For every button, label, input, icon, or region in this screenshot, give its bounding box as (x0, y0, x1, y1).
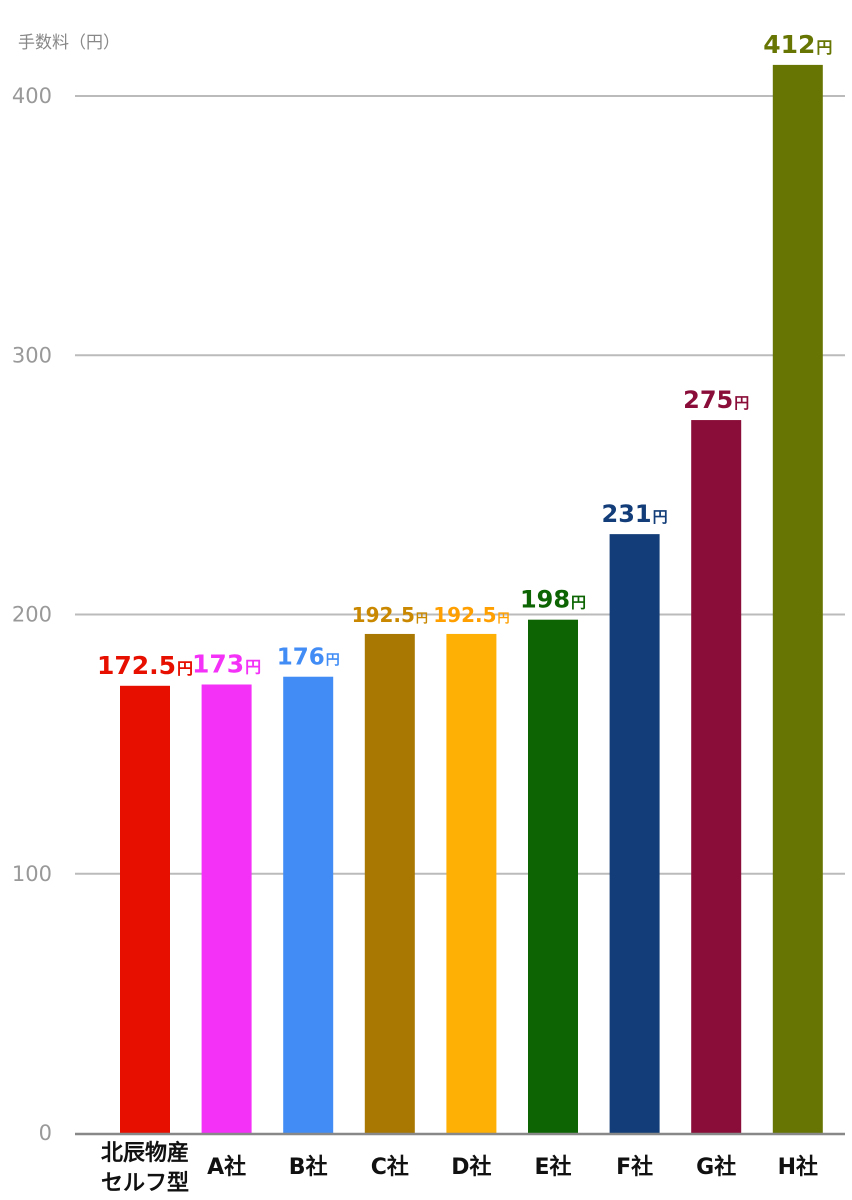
y-tick-label: 300 (12, 343, 52, 367)
category-label: F社 (616, 1154, 653, 1180)
data-label: 192.5円 (433, 603, 509, 627)
category-label: B社 (289, 1154, 328, 1180)
bar (528, 619, 578, 1133)
category-label: セルフ型 (101, 1171, 189, 1196)
bar (691, 420, 742, 1133)
category-label: E社 (534, 1154, 571, 1180)
category-label: G社 (696, 1154, 736, 1180)
bar (201, 684, 252, 1133)
category-label: 北辰物産 (101, 1140, 189, 1166)
y-tick-label: 400 (12, 84, 52, 108)
y-tick-label: 100 (12, 862, 52, 886)
data-label: 231円 (602, 500, 668, 528)
category-label: C社 (371, 1154, 409, 1180)
bars (120, 64, 823, 1133)
category-label: A社 (207, 1154, 246, 1180)
data-label: 192.5円 (352, 603, 428, 627)
data-label: 176円 (277, 645, 340, 671)
bar (609, 534, 660, 1133)
data-label: 172.5円 (97, 651, 193, 680)
bar (364, 633, 415, 1133)
y-tick-labels: 0 100 200 300 400 (12, 84, 52, 1145)
data-label: 173円 (192, 649, 261, 678)
category-label: D社 (451, 1154, 491, 1180)
bar (772, 64, 823, 1133)
category-label: H社 (778, 1154, 818, 1180)
bar (283, 676, 334, 1133)
bar (120, 685, 170, 1133)
y-tick-label: 200 (12, 603, 52, 627)
y-axis-label: 手数料（円） (18, 33, 120, 53)
data-label: 275円 (683, 386, 749, 414)
data-label: 412円 (763, 30, 832, 59)
y-tick-label: 0 (39, 1121, 52, 1145)
data-label: 198円 (520, 586, 586, 614)
bar (446, 633, 497, 1133)
